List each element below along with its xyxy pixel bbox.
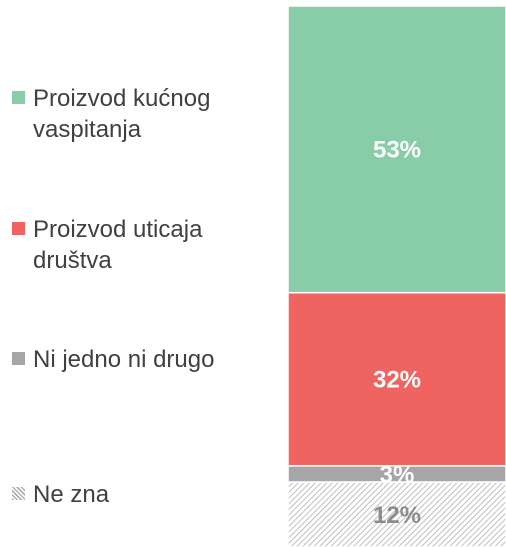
legend-item: Proizvod kućnog vaspitanja (12, 83, 252, 145)
legend-text: Ni jedno ni drugo (33, 346, 215, 373)
bar-segment (287, 291, 506, 467)
legend-swatch (12, 352, 25, 365)
bar-segment (287, 481, 506, 547)
legend-text: Proizvod kućnog vaspitanja (33, 85, 211, 143)
value-label: 12% (373, 502, 421, 529)
legend-swatch (12, 222, 25, 235)
legend-swatch (12, 487, 25, 500)
bar-segment (287, 5, 506, 294)
legend-text: Proizvod uticaja društva (33, 216, 203, 274)
value-label: 53% (373, 137, 421, 164)
legend-item: Ni jedno ni drugo (12, 344, 252, 375)
legend-item: Ne zna (12, 479, 252, 510)
legend-swatch (12, 91, 25, 104)
value-label: 32% (373, 367, 421, 394)
legend-text: Ne zna (33, 481, 110, 508)
legend-item: Proizvod uticaja društva (12, 214, 252, 276)
